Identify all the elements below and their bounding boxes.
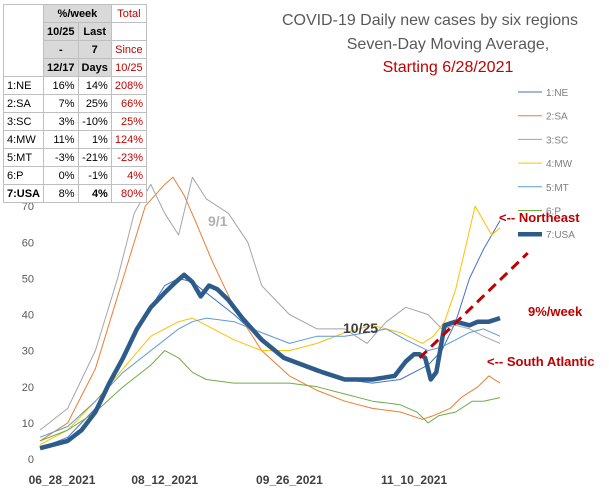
trend-line-group — [418, 252, 529, 359]
annotation-10-25: 10/25 — [343, 320, 378, 336]
region-cell: 1:NE — [2, 76, 45, 95]
region-cell: 6:P — [2, 166, 45, 185]
annotation-south-atlantic: <-- South Atlantic — [487, 354, 595, 369]
y-tick-label: 10 — [22, 418, 34, 430]
value-cell: -10% — [77, 112, 112, 131]
series-line-7-usa — [39, 272, 501, 451]
chart-title-line-2: Seven-Day Moving Average, — [347, 36, 549, 53]
value-cell: 7% — [43, 94, 79, 113]
header-range-1: 10/25 — [43, 22, 79, 41]
header-last-3: Days — [77, 58, 112, 77]
legend-label: 5:MT — [546, 183, 569, 194]
region-cell: 2:SA — [2, 94, 45, 113]
y-tick-label: 20 — [22, 382, 34, 394]
value-cell: 11% — [43, 130, 79, 149]
total-cell: 208% — [110, 76, 147, 95]
series-line-3-sc — [39, 176, 501, 431]
table-body: 1:NE 16% 14% 208% 2:SA 7% 25% 66% 3:SC 3% -10% 25% 4… — [2, 76, 147, 203]
table-corner-cell — [2, 4, 45, 77]
table-row: 1:NE 16% 14% 208% — [2, 76, 147, 95]
value-cell: -21% — [77, 148, 112, 167]
legend-label: 7:USA — [546, 230, 575, 241]
annotation-9-1: 9/1 — [208, 213, 228, 229]
series-line-6-p — [39, 350, 501, 442]
annotation-9-percent-week: 9%/week — [528, 304, 583, 319]
total-cell: -23% — [110, 148, 147, 167]
total-cell: 124% — [110, 130, 147, 149]
y-tick-label: 50 — [22, 273, 34, 285]
header-total-2: Since — [110, 40, 147, 59]
series-line-4-mw — [39, 205, 501, 446]
header-percent-week: %/week — [43, 4, 112, 23]
value-cell: -1% — [77, 166, 112, 185]
trend-line — [418, 252, 529, 359]
header-total-1: Total — [110, 4, 147, 23]
header-last-2: 7 — [77, 40, 112, 59]
legend-label: 2:SA — [546, 112, 568, 123]
table-row: 7:USA 8% 4% 80% — [2, 184, 147, 203]
y-tick-label: 0 — [28, 454, 34, 466]
region-cell: 4:MW — [2, 130, 45, 149]
total-cell: 25% — [110, 112, 147, 131]
x-tick-label: 09_26_2021 — [256, 473, 323, 487]
table-row: 2:SA 7% 25% 66% — [2, 94, 147, 113]
value-cell: 3% — [43, 112, 79, 131]
total-cell: 80% — [110, 184, 147, 203]
y-tick-label: 60 — [22, 237, 34, 249]
table-row: 4:MW 11% 1% 124% — [2, 130, 147, 149]
regional-stats-table: %/week Total 10/25 Last - 7 Since 12/17 … — [2, 4, 147, 203]
table-header-row: - 7 Since — [4, 40, 147, 59]
header-last-1: Last — [77, 22, 112, 41]
legend-label: 1:NE — [546, 88, 569, 99]
table-row: 6:P 0% -1% 4% — [2, 166, 147, 185]
series-line-2-sa — [39, 176, 501, 442]
x-tick-label: 08_12_2021 — [131, 473, 198, 487]
value-cell: 16% — [43, 76, 79, 95]
table-row: 5:MT -3% -21% -23% — [2, 148, 147, 167]
header-blank — [110, 22, 147, 41]
chart-legend: 1:NE 2:SA 3:SC 4:MW 5:MT 6:P 7:USA — [518, 88, 575, 241]
value-cell: -3% — [43, 148, 79, 167]
header-range-2: - — [43, 40, 79, 59]
header-range-3: 12/17 — [43, 58, 79, 77]
y-tick-label: 40 — [22, 310, 34, 322]
region-cell: 3:SC — [2, 112, 45, 131]
annotation-northeast: <-- Northeast — [499, 210, 580, 225]
chart-series — [39, 176, 501, 451]
series-line-5-mt — [39, 317, 501, 438]
value-cell: 0% — [43, 166, 79, 185]
legend-label: 4:MW — [546, 159, 573, 170]
x-tick-label: 06_28_2021 — [29, 473, 96, 487]
chart-subtitle: Starting 6/28/2021 — [383, 59, 514, 76]
value-cell: 8% — [43, 184, 79, 203]
header-total-3: 10/25 — [110, 58, 147, 77]
region-cell: 5:MT — [2, 148, 45, 167]
total-cell: 4% — [110, 166, 147, 185]
legend-label: 6:P — [546, 207, 561, 218]
region-cell: 7:USA — [2, 184, 45, 203]
y-tick-label: 70 — [22, 201, 34, 213]
value-cell: 4% — [77, 184, 112, 203]
table-header-row: 12/17 Days 10/25 — [4, 58, 147, 77]
value-cell: 14% — [77, 76, 112, 95]
y-tick-label: 30 — [22, 346, 34, 358]
chart-title-line-1: COVID-19 Daily new cases by six regions — [282, 12, 578, 29]
value-cell: 1% — [77, 130, 112, 149]
total-cell: 66% — [110, 94, 147, 113]
chart-axes: 0 10 20 30 40 50 60 70 06_28_2021 08_12_2021 09_26… — [22, 201, 448, 487]
table-row: 3:SC 3% -10% 25% — [2, 112, 147, 131]
x-tick-label: 11_10_2021 — [381, 473, 447, 487]
table-header-row: %/week Total — [2, 4, 147, 77]
series-line-1-ne — [39, 220, 501, 449]
value-cell: 25% — [77, 94, 112, 113]
legend-label: 3:SC — [546, 135, 568, 146]
table-header-row: 10/25 Last — [4, 22, 147, 41]
